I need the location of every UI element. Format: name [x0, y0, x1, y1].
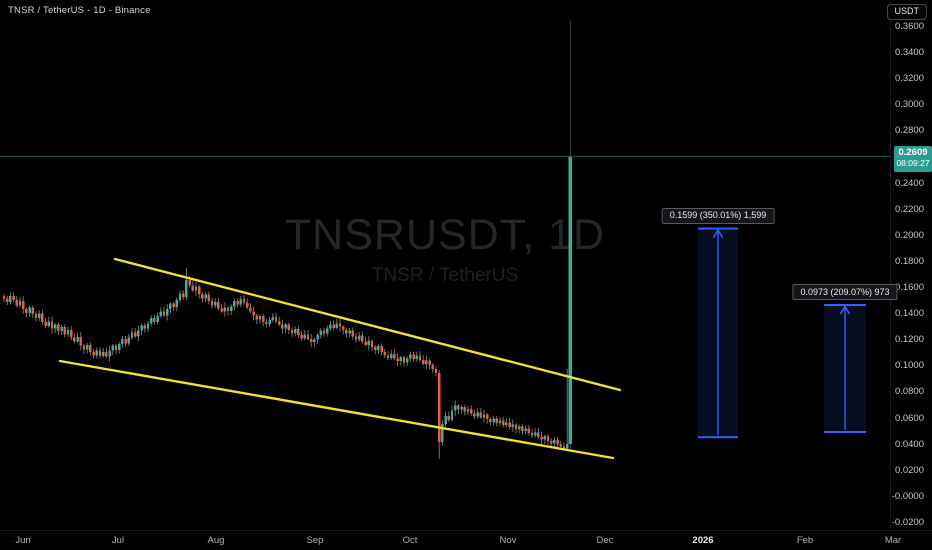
price-tick-label: 0.3000: [894, 99, 924, 111]
price-tick-label: 0.2800: [894, 125, 924, 137]
last-price-tag: 0.2609 08:09:27: [894, 146, 932, 172]
time-tick-label: Jun: [15, 535, 31, 546]
price-tick-label: 0.1200: [894, 334, 924, 346]
price-tick-label: -0.0200: [891, 517, 924, 528]
price-tick-label: 0.3200: [894, 73, 924, 85]
trendline[interactable]: [113, 257, 622, 392]
measurement-label[interactable]: 0.0973 (209.07%) 973: [792, 284, 898, 301]
price-tick-label: 0.2000: [894, 229, 924, 241]
time-tick-label: Jul: [111, 535, 125, 546]
price-tick-label: 0.0400: [894, 438, 924, 450]
price-tick-label: 0.1800: [894, 255, 924, 267]
price-range-measurement[interactable]: [824, 304, 866, 434]
measurement-label[interactable]: 0.1599 (350.01%) 1,599: [661, 207, 775, 224]
time-tick-label: 2026: [692, 535, 714, 546]
time-tick-label: Mar: [884, 535, 902, 546]
price-tick-label: 0.0200: [894, 464, 924, 476]
bar-countdown: 08:09:27: [896, 158, 930, 169]
price-axis[interactable]: 0.2609 08:09:27 0.3600 0.3400 0.3200 0.3000…: [890, 0, 932, 530]
currency-toggle-button[interactable]: USDT: [886, 4, 927, 20]
time-tick-label: Aug: [207, 535, 225, 546]
trendline[interactable]: [58, 359, 615, 460]
price-tick-label: 0.3600: [894, 21, 924, 32]
price-tick-label: 0.0800: [894, 386, 924, 398]
symbol-title: TNSR / TetherUS - 1D - Binance: [8, 5, 151, 16]
time-tick-label: Sep: [306, 535, 324, 546]
chart-canvas[interactable]: [0, 0, 890, 530]
time-tick-label: Dec: [596, 535, 614, 546]
time-tick-label: Oct: [402, 535, 418, 546]
price-tick-label: 0.1600: [894, 282, 924, 294]
price-range-measurement[interactable]: [698, 227, 738, 439]
price-tick-label: 0.2400: [894, 177, 924, 189]
price-tick-label: 0.0600: [894, 412, 924, 424]
price-tick-label: 0.3400: [894, 47, 924, 59]
time-tick-label: Feb: [796, 535, 814, 546]
price-tick-label: 0.1000: [894, 360, 924, 372]
price-tick-label: 0.1400: [894, 308, 924, 320]
time-tick-label: Nov: [499, 535, 517, 546]
time-axis[interactable]: Jun Jul Aug Sep Oct Nov Dec 2026 Feb Mar: [0, 530, 932, 550]
price-chart-pane[interactable]: TNSRUSDT, 1D TNSR / TetherUS TNSR / Teth…: [0, 0, 898, 530]
price-tick-label: 0.2200: [894, 203, 924, 215]
price-tick-label: -0.0000: [891, 490, 924, 502]
last-price-value: 0.2609: [898, 147, 928, 159]
